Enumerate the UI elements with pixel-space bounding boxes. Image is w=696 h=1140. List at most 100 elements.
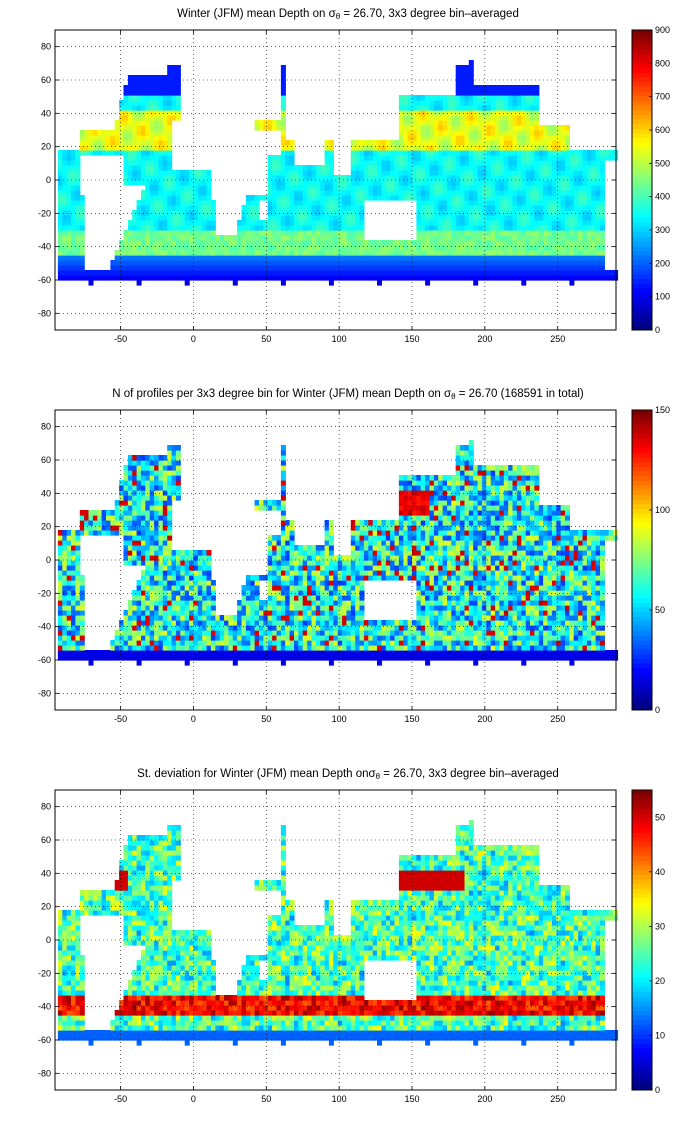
heatmap-cell	[127, 85, 133, 91]
heatmap-cell	[145, 85, 151, 91]
heatmap-cell	[582, 270, 588, 276]
heatmap-cell	[600, 220, 605, 226]
heatmap-cell	[521, 110, 527, 116]
heatmap-cell	[158, 170, 164, 176]
heatmap-cell	[416, 615, 422, 621]
heatmap-cell	[197, 260, 203, 266]
heatmap-cell	[420, 210, 426, 216]
heatmap-cell	[276, 185, 282, 191]
heatmap-cell	[337, 275, 343, 281]
heatmap-cell	[525, 85, 531, 91]
heatmap-cell	[363, 255, 369, 261]
heatmap-cell	[197, 655, 203, 661]
heatmap-cell	[538, 600, 544, 606]
heatmap-cell	[420, 595, 426, 601]
heatmap-cell	[521, 115, 527, 121]
heatmap-cell	[490, 165, 496, 171]
heatmap-cell	[285, 195, 291, 201]
heatmap-cell	[145, 600, 151, 606]
heatmap-cell	[442, 120, 448, 126]
heatmap-cell	[259, 245, 264, 251]
heatmap-cell	[114, 655, 120, 661]
heatmap-cell	[75, 160, 81, 166]
heatmap-cell	[508, 160, 514, 166]
heatmap-cell	[171, 70, 177, 76]
heatmap-cell	[272, 620, 278, 626]
heatmap-cell	[538, 160, 544, 166]
heatmap-cell	[245, 240, 251, 246]
heatmap-cell	[154, 650, 160, 656]
heatmap-cell	[425, 650, 431, 656]
heatmap-cell	[490, 200, 496, 206]
heatmap-cell	[154, 255, 160, 261]
heatmap-cell	[106, 650, 111, 656]
heatmap-cell	[425, 240, 431, 246]
heatmap-cell	[315, 625, 321, 631]
heatmap-cell	[355, 145, 361, 151]
heatmap-cell	[263, 630, 269, 636]
heatmap-cell	[250, 615, 256, 621]
heatmap-cell	[372, 170, 378, 176]
heatmap-cell	[210, 230, 216, 236]
heatmap-cell	[158, 115, 164, 121]
heatmap-cell	[486, 85, 492, 91]
heatmap-cell	[525, 645, 531, 651]
heatmap-cell	[499, 230, 505, 236]
heatmap-cell	[167, 175, 173, 181]
heatmap-cell	[495, 170, 501, 176]
heatmap-cell	[154, 125, 160, 131]
heatmap-cell	[272, 185, 278, 191]
heatmap-cell	[158, 125, 164, 131]
heatmap-cell	[280, 85, 286, 91]
heatmap-cell	[132, 215, 138, 221]
heatmap-cell	[516, 205, 522, 211]
heatmap-cell	[359, 145, 365, 151]
heatmap-cell	[499, 635, 505, 641]
heatmap-cell	[57, 600, 63, 606]
heatmap-cell	[403, 95, 409, 101]
heatmap-cell	[162, 150, 168, 156]
heatmap-cell	[315, 610, 321, 616]
heatmap-cell	[547, 600, 553, 606]
heatmap-cell	[119, 270, 125, 276]
heatmap-cell	[595, 250, 601, 256]
heatmap-cell	[551, 130, 557, 136]
heatmap-cell	[359, 275, 365, 281]
heatmap-cell	[398, 265, 404, 271]
heatmap-cell	[136, 135, 142, 141]
heatmap-cell	[385, 650, 391, 656]
heatmap-cell	[556, 610, 562, 616]
heatmap-cell	[276, 165, 282, 171]
heatmap-cell	[495, 195, 501, 201]
heatmap-cell	[311, 225, 317, 231]
heatmap-cell	[162, 645, 168, 651]
heatmap-cell	[543, 260, 549, 266]
heatmap-cell	[328, 625, 334, 631]
heatmap-cell	[328, 620, 334, 626]
heatmap-cell	[324, 225, 330, 231]
heatmap-cell	[136, 640, 142, 646]
heatmap-cell	[451, 110, 457, 116]
heatmap-cell	[263, 120, 269, 126]
heatmap-cell	[591, 620, 597, 626]
heatmap-cell	[97, 655, 103, 661]
heatmap-cell	[245, 610, 251, 616]
heatmap-cell	[162, 180, 168, 186]
heatmap-cell	[346, 610, 352, 616]
heatmap-cell	[320, 185, 326, 191]
heatmap-cell	[578, 155, 584, 161]
heatmap-cell	[460, 265, 466, 271]
heatmap-cell	[508, 630, 514, 636]
heatmap-cell	[333, 250, 339, 256]
heatmap-cell	[302, 195, 308, 201]
heatmap-cell	[460, 245, 466, 251]
heatmap-cell	[298, 645, 304, 651]
heatmap-cell	[503, 240, 509, 246]
heatmap-cell	[162, 220, 168, 226]
heatmap-cell	[359, 195, 365, 201]
heatmap-cell	[276, 220, 282, 226]
heatmap-cell	[425, 595, 431, 601]
grid-lines	[55, 30, 616, 330]
heatmap-cell	[75, 190, 81, 196]
heatmap-cell	[573, 180, 579, 186]
